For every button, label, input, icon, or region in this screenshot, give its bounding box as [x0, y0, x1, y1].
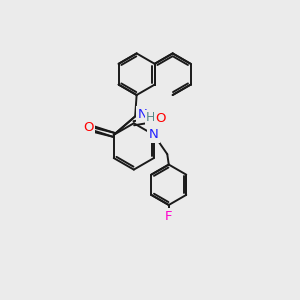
Text: H: H [146, 110, 155, 124]
Text: N: N [149, 128, 159, 141]
Text: N: N [138, 107, 147, 121]
Text: O: O [83, 121, 93, 134]
Text: F: F [165, 210, 172, 223]
Text: O: O [155, 112, 166, 125]
